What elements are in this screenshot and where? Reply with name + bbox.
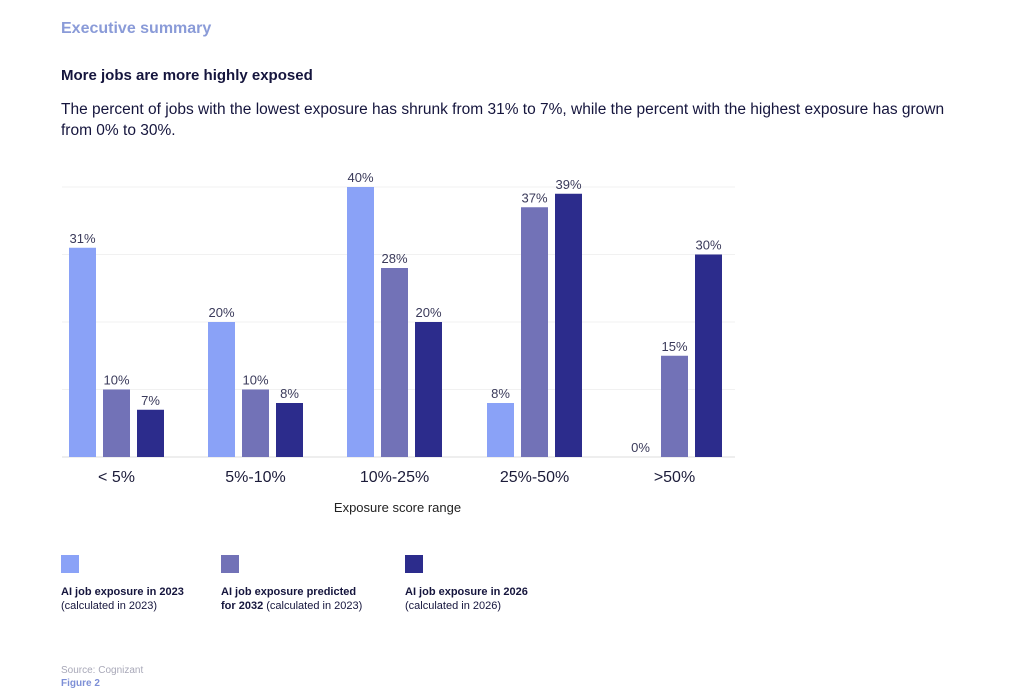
data-label: 20% xyxy=(208,305,234,320)
legend-note-2032-text: (calculated in 2023) xyxy=(263,600,363,612)
x-tick-label: < 5% xyxy=(98,469,135,486)
bar xyxy=(381,268,408,457)
x-axis-title: Exposure score range xyxy=(333,500,462,515)
bar xyxy=(208,322,235,457)
bar xyxy=(415,322,442,457)
bar xyxy=(103,389,130,457)
legend-item-2023: AI job exposure in 2023 (calculated in 2… xyxy=(61,555,236,613)
bar xyxy=(347,187,374,457)
bar xyxy=(69,247,96,457)
legend-note-2032: for 2032 (calculated in 2023) xyxy=(221,599,396,613)
source-note: Source: Cognizant xyxy=(61,665,144,676)
legend-item-2032: AI job exposure predicted for 2032 (calc… xyxy=(221,555,396,613)
data-label: 15% xyxy=(661,339,687,354)
data-label: 10% xyxy=(103,373,129,388)
chart-headline: More jobs are more highly exposed xyxy=(61,67,313,84)
section-label: Executive summary xyxy=(61,20,212,37)
data-label: 28% xyxy=(381,251,407,266)
bar-chart: 31% 20% 40% 8% 0% 10% 10% 28% 37% 15% 7% 8% 20% 39% 30… xyxy=(62,170,735,486)
legend-label-2032: AI job exposure predicted xyxy=(221,586,357,598)
data-label: 0% xyxy=(631,440,650,455)
data-label: 8% xyxy=(280,386,299,401)
data-label: 40% xyxy=(347,170,373,185)
legend-note-2023: (calculated in 2023) xyxy=(61,600,158,612)
data-label: 7% xyxy=(141,393,160,408)
x-tick-label: 5%-10% xyxy=(225,469,285,486)
legend-swatch-2032 xyxy=(221,555,239,573)
data-label: 31% xyxy=(69,231,95,246)
bar xyxy=(661,355,688,457)
data-label: 10% xyxy=(242,373,268,388)
legend-note-2026: (calculated in 2026) xyxy=(405,600,502,612)
x-tick-label: 10%-25% xyxy=(360,469,429,486)
data-label: 30% xyxy=(695,238,721,253)
bar xyxy=(276,403,303,457)
bar xyxy=(487,403,514,457)
data-label: 39% xyxy=(555,177,581,192)
bar xyxy=(137,409,164,457)
data-label: 37% xyxy=(521,190,547,205)
bar xyxy=(555,193,582,457)
legend-swatch-2026 xyxy=(405,555,423,573)
data-label: 20% xyxy=(415,305,441,320)
bar xyxy=(242,389,269,457)
x-tick-label: 25%-50% xyxy=(500,469,569,486)
legend-item-2026: AI job exposure in 2026 (calculated in 2… xyxy=(405,555,580,613)
figure-label: Figure 2 xyxy=(61,678,100,689)
legend-swatch-2023 xyxy=(61,555,79,573)
legend-label-2026: AI job exposure in 2026 xyxy=(405,586,528,598)
legend-label-2032-cont: for 2032 xyxy=(221,600,264,612)
chart-subtitle: The percent of jobs with the lowest expo… xyxy=(61,101,945,139)
bar xyxy=(521,207,548,457)
legend-label-2023: AI job exposure in 2023 xyxy=(61,586,184,598)
x-tick-label: >50% xyxy=(654,469,695,486)
data-label: 8% xyxy=(491,386,510,401)
bar xyxy=(695,254,722,457)
